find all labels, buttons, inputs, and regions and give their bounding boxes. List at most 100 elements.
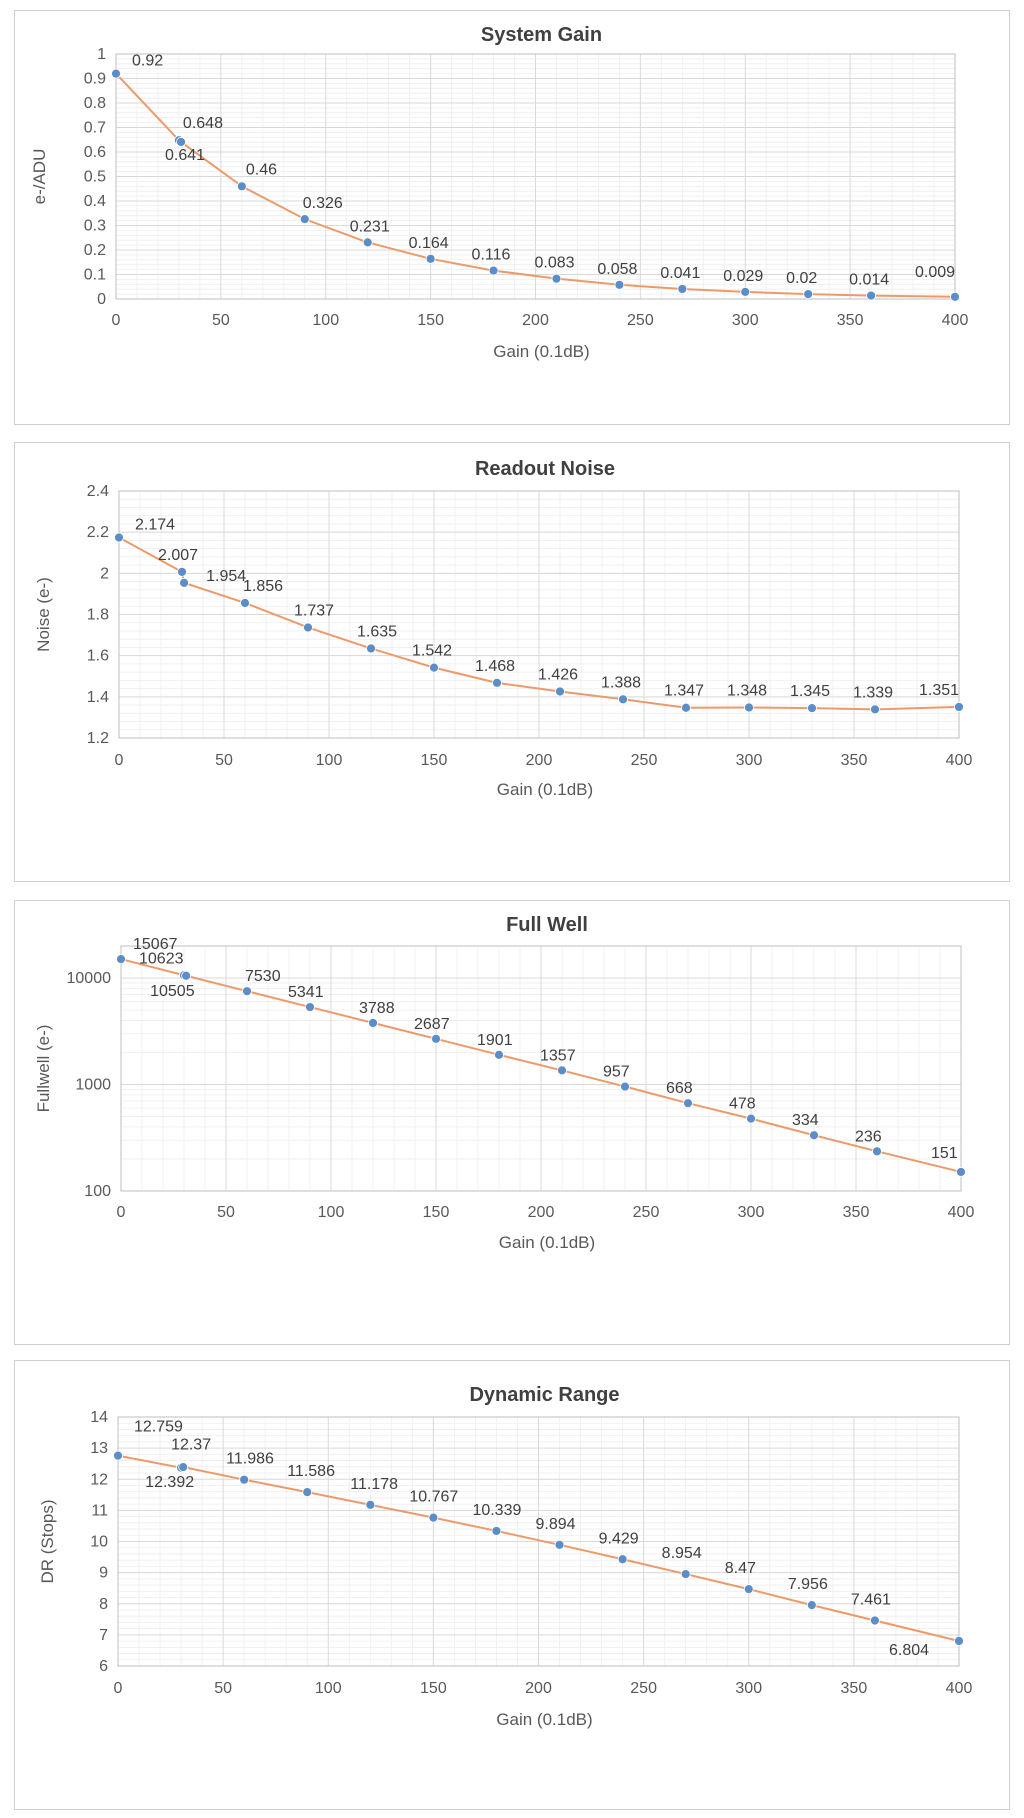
y-tick-label: 13 <box>90 1440 108 1457</box>
data-point <box>617 1554 628 1565</box>
data-point <box>179 577 190 588</box>
x-tick-label: 300 <box>732 312 759 329</box>
data-point <box>870 1615 880 1626</box>
data-label: 12.392 <box>145 1474 194 1491</box>
y-tick-label: 6 <box>99 1658 108 1675</box>
data-point <box>302 1487 313 1498</box>
chart-panel-full-well: 0 50 100 150 200 250 300 350 400 100 1000 10000 Full… <box>14 900 1010 1345</box>
x-tick-label: 300 <box>738 1204 765 1221</box>
data-label: 3788 <box>359 1000 395 1017</box>
x-tick-label: 150 <box>423 1204 450 1221</box>
data-point <box>740 286 751 297</box>
chart-panel-system-gain: 0 50 100 150 200 250 300 350 400 0 0.1 0.2 0.3 0.4 0.5… <box>14 10 1010 425</box>
x-tick-label: 150 <box>421 752 448 769</box>
data-point <box>494 1049 504 1060</box>
data-label: 10.767 <box>409 1489 458 1506</box>
data-point <box>950 291 960 302</box>
data-label: 1.388 <box>601 674 641 691</box>
data-label: 0.326 <box>303 195 343 212</box>
plot-area <box>118 490 960 739</box>
x-tick-label: 50 <box>217 1204 235 1221</box>
x-tick-label: 100 <box>318 1204 345 1221</box>
data-label: 6.804 <box>889 1642 929 1659</box>
data-label: 1.348 <box>727 683 767 700</box>
data-point <box>872 1146 882 1157</box>
plot-area <box>115 53 956 300</box>
y-tick-label: 0.6 <box>84 144 106 161</box>
data-point <box>954 702 964 712</box>
data-label: 10505 <box>150 983 195 1000</box>
x-tick-label: 50 <box>215 752 233 769</box>
x-tick-label: 100 <box>316 752 343 769</box>
data-label: 2687 <box>414 1016 450 1033</box>
y-tick-label: 0.8 <box>84 95 106 112</box>
data-label: 2.174 <box>135 517 175 534</box>
data-point <box>113 1450 123 1461</box>
data-point <box>177 566 187 577</box>
data-label: 1.856 <box>243 578 283 595</box>
data-point <box>111 68 121 79</box>
y-tick-label: 0.5 <box>84 169 106 186</box>
data-point <box>809 1130 819 1141</box>
data-point <box>429 662 439 673</box>
x-tick-label: 250 <box>633 1204 660 1221</box>
y-tick-label: 0.1 <box>84 267 106 284</box>
data-label: 7.956 <box>788 1576 828 1593</box>
data-label: 5341 <box>288 984 324 1001</box>
data-label: 0.92 <box>132 53 163 70</box>
x-tick-label: 250 <box>631 752 658 769</box>
data-point <box>240 598 250 608</box>
x-tick-label: 150 <box>420 1680 447 1697</box>
data-point <box>368 1018 378 1028</box>
data-label: 8.954 <box>662 1545 702 1562</box>
y-axis-label: DR (Stops) <box>38 1499 57 1583</box>
x-tick-label: 200 <box>525 1680 552 1697</box>
data-label: 334 <box>792 1112 819 1129</box>
chart-panel-readout-noise: 0 50 100 150 200 250 300 350 400 1.2 1.4 1.6 1.8 2 2.2… <box>14 442 1010 882</box>
data-label: 11.986 <box>226 1451 274 1468</box>
data-point <box>303 622 313 633</box>
x-tick-label: 300 <box>735 1680 762 1697</box>
x-tick-label: 400 <box>948 1204 975 1221</box>
data-label: 1.542 <box>412 643 452 660</box>
y-tick-label: 2 <box>100 565 109 582</box>
chart-title: Dynamic Range <box>469 1384 619 1406</box>
data-point <box>803 289 814 300</box>
data-label: 12.759 <box>134 1419 183 1436</box>
chart-svg-system-gain: 0 50 100 150 200 250 300 350 400 0 0.1 0.2 0.3 0.4 0.5… <box>30 24 968 361</box>
data-label: 0.014 <box>849 272 889 289</box>
x-tick-label: 0 <box>112 312 121 329</box>
x-tick-label: 100 <box>312 312 339 329</box>
data-point <box>618 694 628 705</box>
y-tick-label: 100 <box>84 1183 111 1200</box>
data-label: 9.429 <box>599 1530 639 1547</box>
x-axis-label: Gain (0.1dB) <box>499 1233 595 1252</box>
data-label: 1.426 <box>538 666 578 683</box>
x-tick-label: 50 <box>214 1680 232 1697</box>
x-tick-label: 0 <box>115 752 124 769</box>
data-point <box>870 704 880 715</box>
data-label: 2.007 <box>158 547 198 564</box>
data-point <box>743 1584 754 1595</box>
y-tick-label: 0 <box>97 291 106 308</box>
data-point <box>236 181 247 192</box>
data-label: 0.041 <box>660 265 700 282</box>
chart-svg-full-well: 0 50 100 150 200 250 300 350 400 100 1000 10000 Full… <box>34 914 975 1252</box>
data-point <box>807 703 817 714</box>
y-tick-label: 1.6 <box>87 648 109 665</box>
data-label: 0.231 <box>350 218 390 235</box>
x-axis-label: Gain (0.1dB) <box>497 780 593 799</box>
y-tick-label: 0.3 <box>84 218 106 235</box>
x-tick-label: 150 <box>417 312 444 329</box>
data-point <box>181 970 192 981</box>
data-label: 1.351 <box>919 682 959 699</box>
data-label: 7.461 <box>851 1592 891 1609</box>
x-tick-label: 0 <box>117 1204 126 1221</box>
data-point <box>491 1526 502 1536</box>
plot-area <box>120 945 962 1192</box>
data-label: 1.347 <box>664 683 704 700</box>
y-tick-label: 1000 <box>75 1077 111 1094</box>
data-label: 1357 <box>540 1047 576 1064</box>
data-label: 1.345 <box>790 683 830 700</box>
data-point <box>956 1167 966 1177</box>
